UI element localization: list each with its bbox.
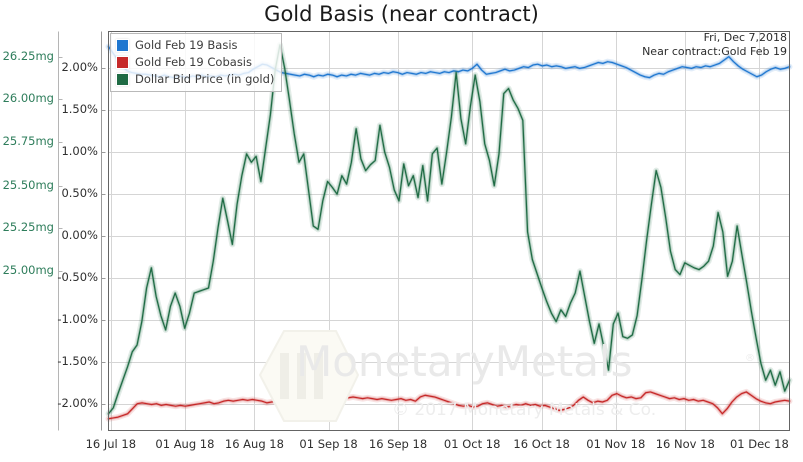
chart-annotation: Fri, Dec 7,2018 Near contract:Gold Feb 1… [642,31,787,59]
x-axis-label: 01 Nov 18 [586,437,646,451]
legend-swatch-basis [116,38,129,52]
legend-item-price[interactable]: Dollar Bid Price (in gold) [116,71,274,87]
x-axis-label: 01 Aug 18 [155,437,215,451]
plot-background [108,31,790,431]
y-axis-percent-label: -1.50% [57,353,98,368]
plot-frame [108,31,790,431]
legend-item-basis[interactable]: Gold Feb 19 Basis [116,37,274,53]
x-axis-label: 16 Jul 18 [85,437,137,451]
x-axis-label: 16 Aug 18 [224,437,284,451]
legend-item-cobasis[interactable]: Gold Feb 19 Cobasis [116,54,274,70]
y-axis-percent-label: 2.00% [61,60,98,75]
y-axis-percent-label: 0.00% [61,228,98,243]
legend-label-price: Dollar Bid Price (in gold) [135,72,275,86]
annotation-contract: Near contract:Gold Feb 19 [642,45,787,58]
x-axis-label: 01 Oct 18 [443,437,501,451]
legend-label-cobasis: Gold Feb 19 Cobasis [135,55,252,69]
legend-label-basis: Gold Feb 19 Basis [135,38,238,52]
y-axis-percent-label: -1.00% [57,311,98,326]
y-axis-percent-label: 1.50% [61,102,98,117]
y-axis-percent-label: -0.50% [57,269,98,284]
y-axis-mg-label: 26.25mg [2,48,54,63]
y-axis-percent-label: 0.50% [61,186,98,201]
x-axis-label: 16 Oct 18 [513,437,570,451]
y-axis-mg-label: 25.50mg [2,177,54,192]
legend-swatch-cobasis [116,55,129,69]
x-axis-label: 01 Sep 18 [299,437,358,451]
y-axis-percent-label: 1.00% [61,144,98,159]
x-axis-label: 16 Nov 18 [655,437,715,451]
y-axis-mg-label: 26.00mg [2,91,54,106]
series-line-cobasis [107,391,791,420]
y-axis-mg-label: 25.25mg [2,220,54,235]
annotation-date: Fri, Dec 7,2018 [703,31,787,44]
x-axis-label: 16 Sep 18 [368,437,428,451]
page-title: Gold Basis (near contract) [264,2,539,26]
legend-swatch-price [116,72,129,86]
y-axis-percent-label: -2.00% [57,395,98,410]
y-axis-mg-label: 25.75mg [2,134,54,149]
x-axis-label: 01 Dec 18 [729,437,789,451]
chart-legend[interactable]: Gold Feb 19 Basis Gold Feb 19 Cobasis Do… [110,33,283,92]
y-axis-mg-label: 25.00mg [2,263,54,278]
series-line-price [107,44,791,415]
